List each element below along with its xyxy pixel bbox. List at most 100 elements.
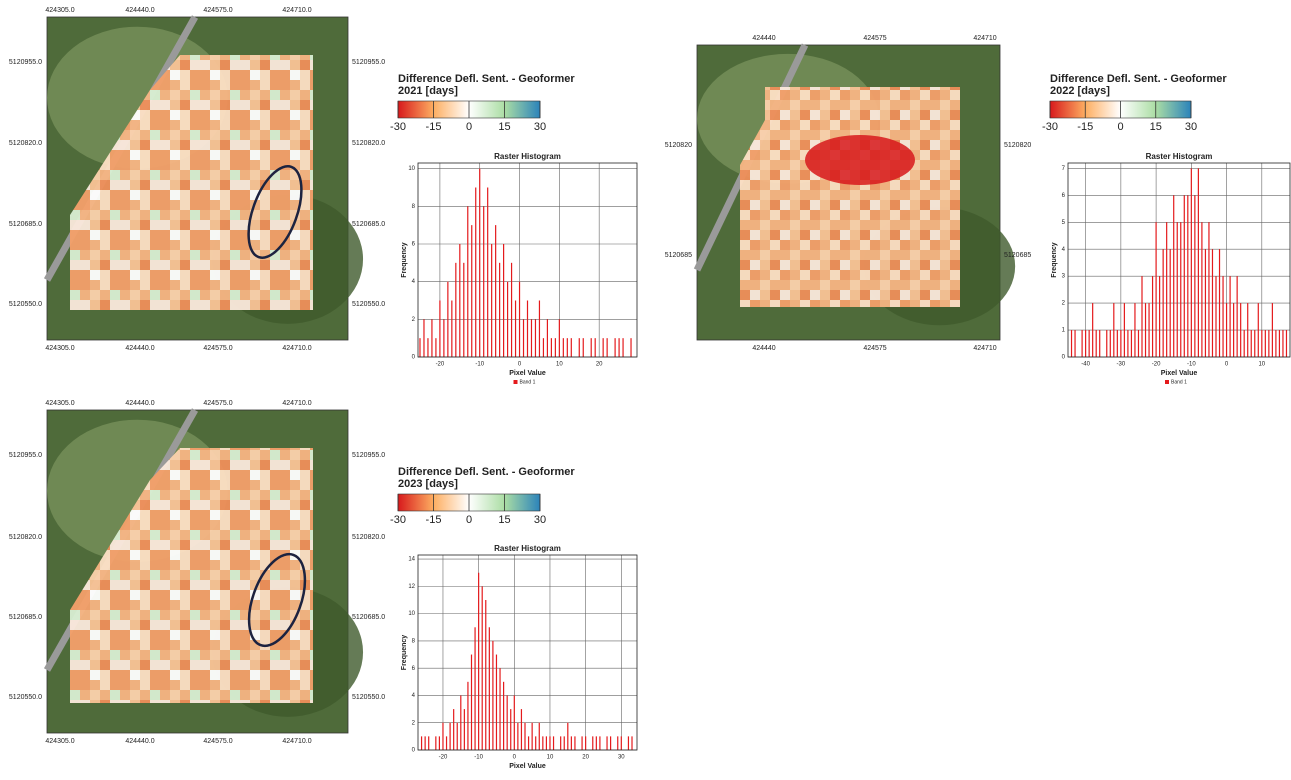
colorbar-tick-label: 0 bbox=[466, 514, 472, 526]
map-y-label: 5120685.0 bbox=[352, 614, 385, 621]
plot-frame bbox=[418, 555, 637, 750]
y-tick-label: 1 bbox=[1062, 328, 1066, 334]
colorbar-tick-label: 15 bbox=[498, 121, 510, 133]
x-tick-label: 10 bbox=[556, 362, 563, 368]
x-tick-label: 0 bbox=[1225, 362, 1229, 368]
map-x-label: 424440.0 bbox=[125, 738, 154, 745]
x-tick-label: 10 bbox=[1258, 362, 1265, 368]
map bbox=[697, 45, 1015, 340]
map-y-label: 5120820.0 bbox=[352, 534, 385, 541]
colorbar-tick-label: 15 bbox=[498, 514, 510, 526]
map-x-label: 424440 bbox=[752, 345, 775, 352]
y-tick-label: 0 bbox=[1062, 355, 1066, 361]
colorbar-tick-label: 15 bbox=[1150, 121, 1162, 133]
map-y-label: 5120820.0 bbox=[352, 140, 385, 147]
map-y-label: 5120685 bbox=[1004, 252, 1031, 259]
x-tick-label: -40 bbox=[1081, 362, 1090, 368]
legend-swatch bbox=[514, 380, 518, 384]
colorbar-tick-label: -30 bbox=[390, 121, 406, 133]
legend-subtitle: 2021 [days] bbox=[398, 85, 458, 97]
map-x-label: 424575 bbox=[863, 35, 886, 42]
map-x-label: 424305.0 bbox=[45, 738, 74, 745]
map-x-label: 424710.0 bbox=[282, 345, 311, 352]
raster bbox=[740, 87, 960, 307]
plot-frame bbox=[1068, 163, 1290, 357]
colorbar-tick-label: 30 bbox=[534, 514, 546, 526]
map-y-label: 5120955.0 bbox=[9, 452, 42, 459]
map-x-label: 424710.0 bbox=[282, 400, 311, 407]
map-x-label: 424305.0 bbox=[45, 7, 74, 14]
map-y-label: 5120820 bbox=[665, 142, 692, 149]
map-x-label: 424710.0 bbox=[282, 738, 311, 745]
y-tick-label: 12 bbox=[408, 584, 415, 590]
map-y-label: 5120550.0 bbox=[352, 301, 385, 308]
map-y-label: 5120955.0 bbox=[352, 59, 385, 66]
colorbar-tick-label: 30 bbox=[1185, 121, 1197, 133]
colorbar-tick-label: -30 bbox=[1042, 121, 1058, 133]
y-tick-label: 10 bbox=[408, 166, 415, 172]
y-tick-label: 6 bbox=[412, 666, 416, 672]
y-tick-label: 0 bbox=[412, 748, 416, 754]
map-x-label: 424575.0 bbox=[203, 7, 232, 14]
colorbar-tick-label: -30 bbox=[390, 514, 406, 526]
map bbox=[47, 410, 363, 733]
y-tick-label: 8 bbox=[412, 204, 416, 210]
legend-title: Difference Defl. Sent. - Geoformer bbox=[1050, 73, 1227, 85]
histogram-title: Raster Histogram bbox=[1146, 152, 1213, 161]
y-tick-label: 6 bbox=[1062, 193, 1066, 199]
x-axis-label: Pixel Value bbox=[509, 370, 546, 377]
map-x-label: 424710.0 bbox=[282, 7, 311, 14]
legend-subtitle: 2022 [days] bbox=[1050, 85, 1110, 97]
x-tick-label: 10 bbox=[547, 755, 554, 761]
map-x-label: 424440.0 bbox=[125, 7, 154, 14]
legend-swatch bbox=[1165, 380, 1169, 384]
y-tick-label: 7 bbox=[1062, 166, 1066, 172]
x-tick-label: -10 bbox=[475, 362, 484, 368]
figure: 424305.0 424305.0 424440.0 424440.0 424575.0… bbox=[0, 0, 1291, 775]
y-tick-label: 2 bbox=[412, 720, 416, 726]
y-axis-label: Frequency bbox=[401, 635, 408, 671]
legend-title: Difference Defl. Sent. - Geoformer bbox=[398, 466, 575, 478]
x-tick-label: -20 bbox=[436, 362, 445, 368]
map-x-label: 424575.0 bbox=[203, 738, 232, 745]
x-tick-label: 0 bbox=[513, 755, 517, 761]
x-tick-label: -30 bbox=[1117, 362, 1126, 368]
y-axis-label: Frequency bbox=[401, 242, 408, 278]
map-y-label: 5120820.0 bbox=[9, 140, 42, 147]
y-tick-label: 8 bbox=[412, 638, 416, 644]
map-x-label: 424710 bbox=[973, 35, 996, 42]
map-y-label: 5120550.0 bbox=[9, 301, 42, 308]
legend-title: Difference Defl. Sent. - Geoformer bbox=[398, 73, 575, 85]
x-tick-label: -10 bbox=[474, 755, 483, 761]
colorbar-tick-label: 0 bbox=[1117, 121, 1123, 133]
legend-label: Band 1 bbox=[1171, 379, 1187, 385]
map-x-label: 424440.0 bbox=[125, 400, 154, 407]
legend-subtitle: 2023 [days] bbox=[398, 478, 458, 490]
map-x-label: 424305.0 bbox=[45, 345, 74, 352]
x-tick-label: -20 bbox=[439, 755, 448, 761]
map-y-label: 5120820.0 bbox=[9, 534, 42, 541]
y-tick-label: 10 bbox=[408, 611, 415, 617]
map-y-label: 5120820 bbox=[1004, 142, 1031, 149]
x-tick-label: 20 bbox=[596, 362, 603, 368]
y-tick-label: 6 bbox=[412, 242, 416, 248]
map-y-label: 5120955.0 bbox=[9, 59, 42, 66]
y-tick-label: 3 bbox=[1062, 274, 1066, 280]
x-tick-label: -10 bbox=[1187, 362, 1196, 368]
map-x-label: 424710 bbox=[973, 345, 996, 352]
map-x-label: 424575 bbox=[863, 345, 886, 352]
y-tick-label: 2 bbox=[1062, 301, 1066, 307]
map-y-label: 5120550.0 bbox=[352, 694, 385, 701]
colorbar-tick-label: 0 bbox=[466, 121, 472, 133]
legend-label: Band 1 bbox=[520, 379, 536, 385]
histogram-title: Raster Histogram bbox=[494, 152, 561, 161]
y-tick-label: 4 bbox=[412, 693, 416, 699]
map-y-label: 5120685.0 bbox=[9, 221, 42, 228]
x-axis-label: Pixel Value bbox=[1161, 370, 1198, 377]
y-tick-label: 0 bbox=[412, 355, 416, 361]
y-tick-label: 5 bbox=[1062, 220, 1066, 226]
map-x-label: 424575.0 bbox=[203, 345, 232, 352]
raster-hotspot bbox=[805, 135, 915, 185]
colorbar-tick-label: -15 bbox=[1077, 121, 1093, 133]
x-tick-label: 20 bbox=[582, 755, 589, 761]
